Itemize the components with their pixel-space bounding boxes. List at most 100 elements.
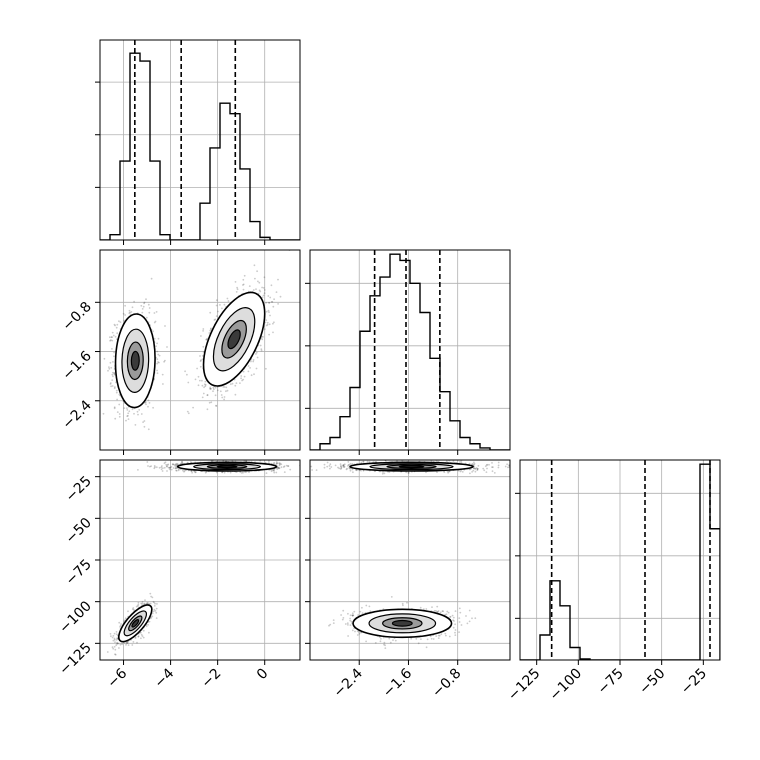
scatter-point [148,307,151,309]
scatter-point [107,369,109,372]
scatter-point [150,277,153,280]
scatter-point [215,471,218,474]
density-contour [227,329,241,350]
scatter-point [268,302,271,304]
scatter-point [190,470,193,472]
scatter-point [206,394,209,396]
scatter-point [143,302,145,305]
scatter-point [242,370,245,373]
scatter-point [140,637,142,640]
scatter-point [124,304,126,307]
scatter-point [170,465,173,468]
scatter-point [203,386,205,389]
scatter-point [152,610,155,613]
scatter-point [265,472,268,474]
scatter-point [256,356,259,359]
scatter-point [158,354,161,357]
scatter-point [174,467,177,470]
scatter-point [250,374,253,377]
scatter-point [114,324,116,327]
scatter-point [197,375,200,378]
scatter-point [153,467,156,470]
panel-frame [99,39,301,241]
scatter-point [280,463,283,466]
scatter-point [113,323,116,326]
scatter-point [153,601,155,604]
scatter-point [112,371,114,374]
scatter-point [210,327,212,330]
scatter-point [277,466,280,469]
scatter-point [156,362,159,365]
scatter-point [137,601,140,604]
scatter-point [214,318,217,321]
scatter-point [261,286,263,289]
scatter-point [229,383,232,386]
scatter-point [112,361,114,363]
scatter-point [170,468,173,471]
scatter-point [208,401,211,404]
scatter-point [116,323,119,326]
scatter-point [129,451,131,453]
scatter-point [140,304,143,307]
scatter-point [242,471,244,474]
scatter-point [194,378,197,381]
scatter-point [112,334,115,337]
scatter-point [239,382,241,384]
scatter-point [147,428,150,431]
scatter-point [135,605,138,608]
scatter-point [205,338,208,341]
scatter-point [124,314,126,316]
scatter-point [259,290,262,293]
scatter-point [113,371,116,374]
scatter-point [113,373,116,375]
scatter-point [289,468,292,471]
scatter-point [208,332,211,334]
scatter-point [275,462,278,465]
scatter-point [200,359,202,362]
scatter-point [136,604,139,607]
scatter-point [167,466,170,469]
scatter-point [227,300,230,302]
scatter-point [255,367,258,370]
scatter-point [215,304,218,307]
scatter-point [115,389,118,392]
density-contour [130,350,140,371]
scatter-point [210,387,212,390]
scatter-point [270,470,273,473]
scatter-point [272,469,275,471]
scatter-point [269,296,272,299]
scatter-point [221,396,224,399]
scatter-point [131,608,134,611]
scatter-point [279,462,281,465]
scatter-point [174,464,176,467]
scatter-point [110,366,113,369]
scatter-point [209,387,211,390]
scatter-point [157,337,160,340]
scatter-point [175,463,177,465]
scatter-point [277,467,280,469]
scatter-point [118,403,121,406]
scatter-point [137,603,140,606]
scatter-point [204,384,207,386]
scatter-point [155,617,158,619]
scatter-point [204,385,207,388]
scatter-point [111,373,114,376]
scatter-point [157,361,159,363]
scatter-point [143,425,146,428]
scatter-point [133,609,135,611]
scatter-point [175,469,177,472]
scatter-point [265,324,268,327]
scatter-point [111,348,113,350]
scatter-point [273,321,275,324]
scatter-point [161,465,163,467]
scatter-point [215,404,217,407]
scatter-point [201,384,204,387]
scatter-point [109,382,112,384]
panel-frame [99,249,301,451]
scatter-point [214,386,217,389]
scatter-point [223,471,226,474]
scatter-point [150,617,152,620]
scatter-point [118,320,120,323]
histogram-panel-1 [305,249,511,451]
